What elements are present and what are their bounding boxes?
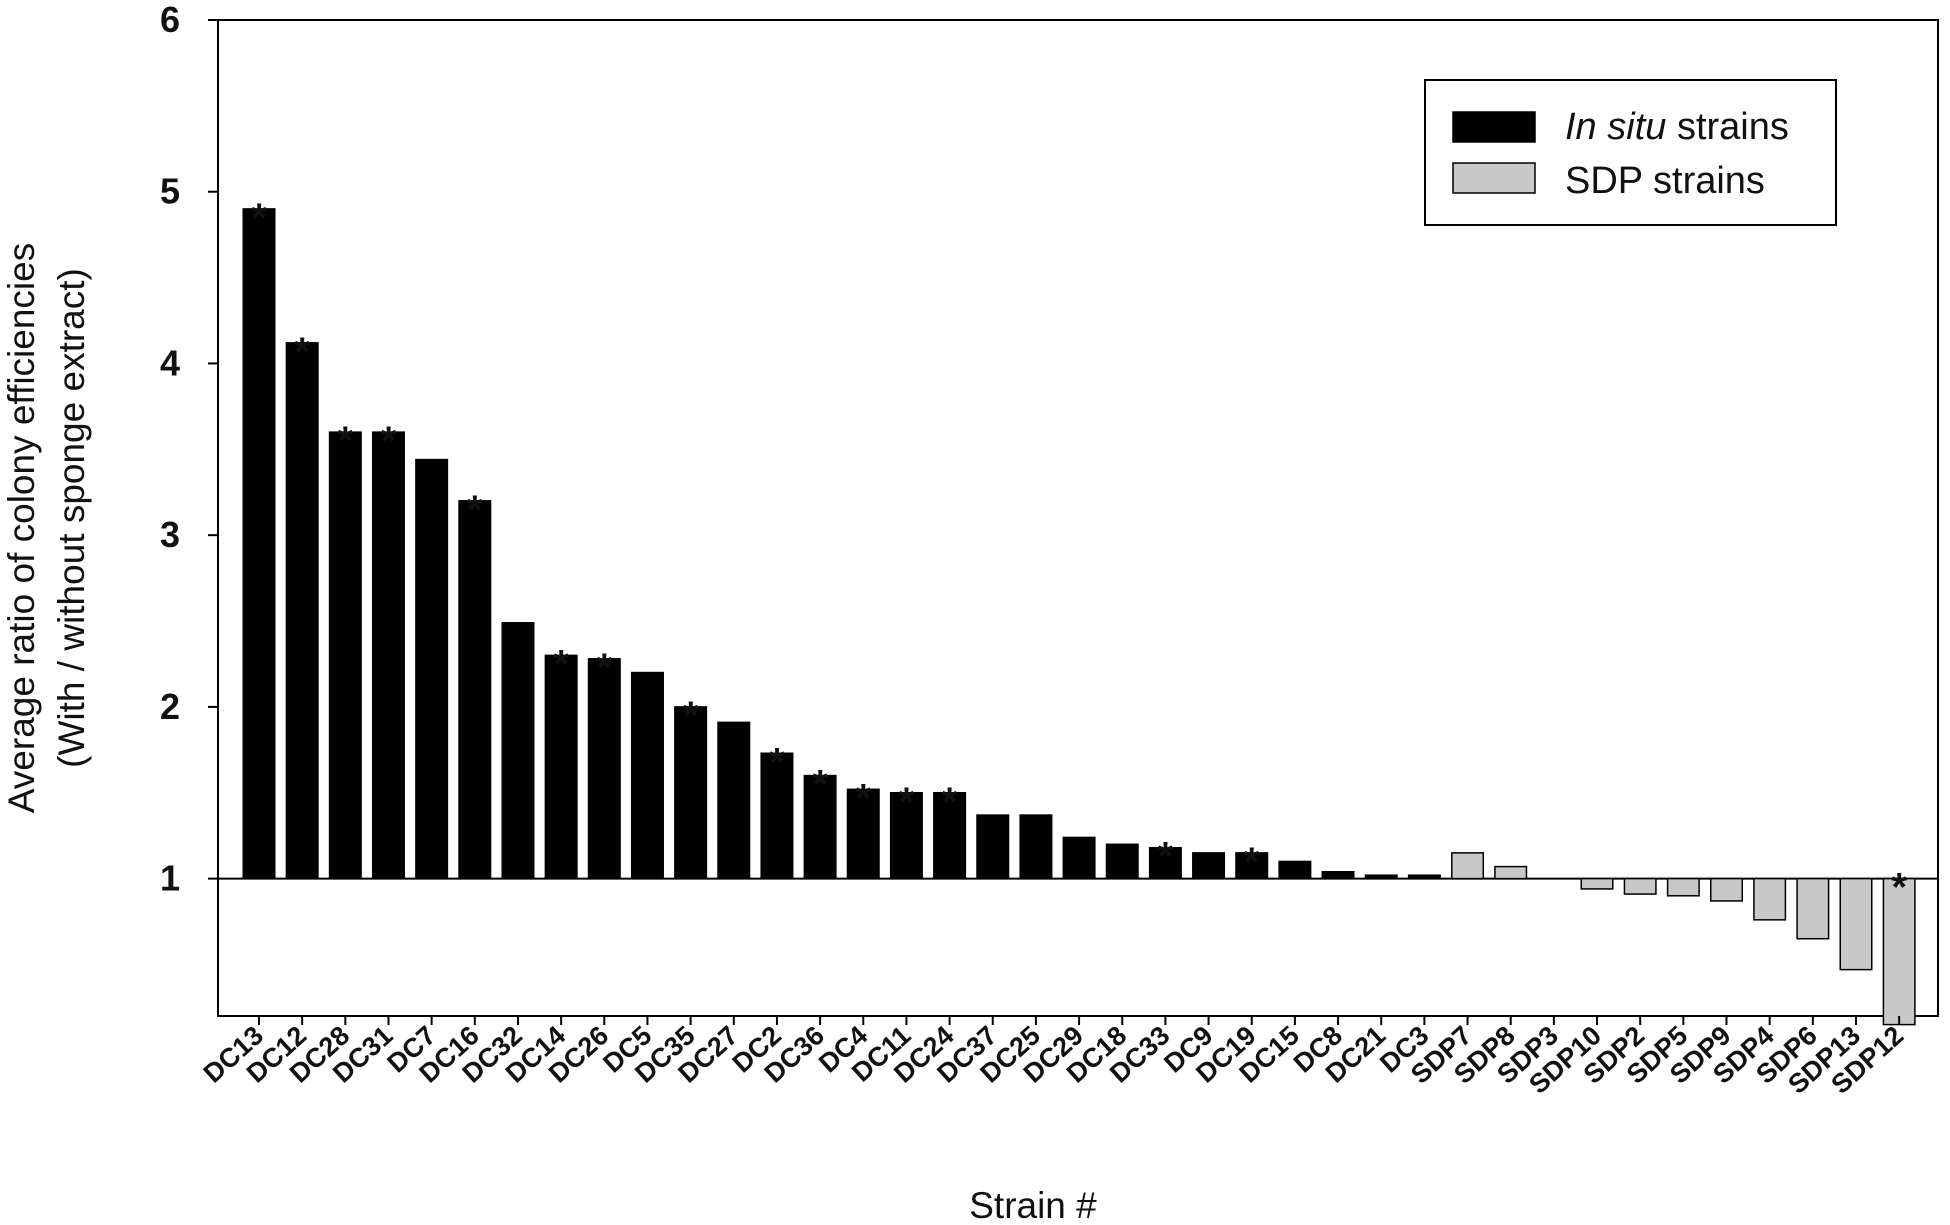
bar-dc5 (630, 671, 664, 880)
significance-marker: * (251, 196, 267, 240)
legend-label-in-situ-italic: In situ (1565, 106, 1666, 148)
significance-marker: * (855, 776, 871, 820)
bar-dc13 (242, 208, 276, 880)
significance-marker: * (597, 646, 613, 690)
bar-sdp4 (1753, 877, 1787, 921)
bar-dc3 (1407, 874, 1441, 880)
y-tick-label: 6 (160, 0, 180, 40)
y-tick-label: 3 (160, 514, 180, 555)
bar-dc24 (933, 792, 967, 880)
significance-marker: * (553, 642, 569, 686)
bar-sdp13 (1839, 877, 1873, 971)
bar-sdp7 (1451, 852, 1485, 880)
bar-sdp8 (1494, 865, 1528, 880)
y-axis: 1 2 3 4 5 6 (160, 0, 218, 899)
x-axis-label: Strain # (969, 1185, 1097, 1225)
x-axis: DC13DC12DC28DC31DC7DC16DC32DC14DC26DC5DC… (198, 1016, 1909, 1100)
bar-dc12 (285, 342, 319, 880)
bar-sdp12 (1882, 877, 1916, 1026)
significance-marker: * (942, 780, 958, 824)
y-axis-label-secondary: (With / without sponge extract) (51, 268, 92, 768)
bar-dc27 (717, 721, 751, 880)
bar-dc29 (1062, 836, 1096, 880)
significance-marker: * (1244, 840, 1260, 884)
bar-dc28 (328, 431, 362, 880)
significance-marker: * (381, 419, 397, 463)
bar-dc7 (415, 458, 449, 880)
significance-marker: * (1891, 866, 1907, 910)
plot-frame (217, 19, 1939, 1017)
legend-box (1424, 79, 1837, 226)
y-tick-label: 5 (160, 171, 180, 212)
y-tick-label: 2 (160, 686, 180, 727)
legend-swatch-in-situ (1452, 111, 1536, 143)
bar-dc8 (1321, 871, 1355, 880)
bar-sdp6 (1796, 877, 1830, 940)
significance-marker: * (1158, 835, 1174, 879)
bar-sdp9 (1710, 877, 1744, 902)
bar-dc16 (458, 500, 492, 880)
legend-swatch-sdp (1452, 162, 1536, 194)
bar-sdp10 (1580, 877, 1614, 890)
legend-label-in-situ: In situ strains (1565, 106, 1789, 148)
y-tick-label: 1 (160, 858, 180, 899)
y-tick-label: 4 (160, 342, 180, 383)
legend-label-sdp: SDP strains (1565, 160, 1765, 202)
significance-marker: * (812, 763, 828, 807)
significance-marker: * (294, 330, 310, 374)
bar-dc14 (544, 654, 578, 880)
significance-marker: * (467, 488, 483, 532)
bar-dc26 (587, 658, 621, 880)
bar-dc11 (889, 792, 923, 880)
bar-sdp5 (1666, 877, 1700, 897)
bar-dc25 (1019, 814, 1053, 880)
bar-dc19 (1235, 852, 1269, 880)
bar-dc2 (760, 752, 794, 880)
bar-sdp2 (1623, 877, 1657, 895)
significance-marker: * (683, 694, 699, 738)
bar-dc31 (371, 431, 405, 880)
bar-dc36 (803, 774, 837, 880)
legend-label-in-situ-rest: strains (1666, 106, 1788, 148)
bar-dc9 (1192, 852, 1226, 880)
significance-marker: * (769, 740, 785, 784)
bar-dc32 (501, 622, 535, 880)
significance-marker: * (899, 780, 915, 824)
bar-dc4 (846, 788, 880, 880)
bar-dc15 (1278, 860, 1312, 880)
bar-dc18 (1105, 843, 1139, 880)
significance-marker: * (338, 419, 354, 463)
bar-dc21 (1364, 874, 1398, 880)
bar-dc35 (674, 706, 708, 880)
bars: * * * * * * * * * * * * * * * * (242, 196, 1916, 1026)
y-axis-label: Average ratio of colony efficiencies (1, 243, 42, 813)
bar-dc33 (1148, 846, 1182, 880)
bar-dc37 (976, 814, 1010, 880)
legend: In situ strains SDP strains (1424, 79, 1837, 226)
